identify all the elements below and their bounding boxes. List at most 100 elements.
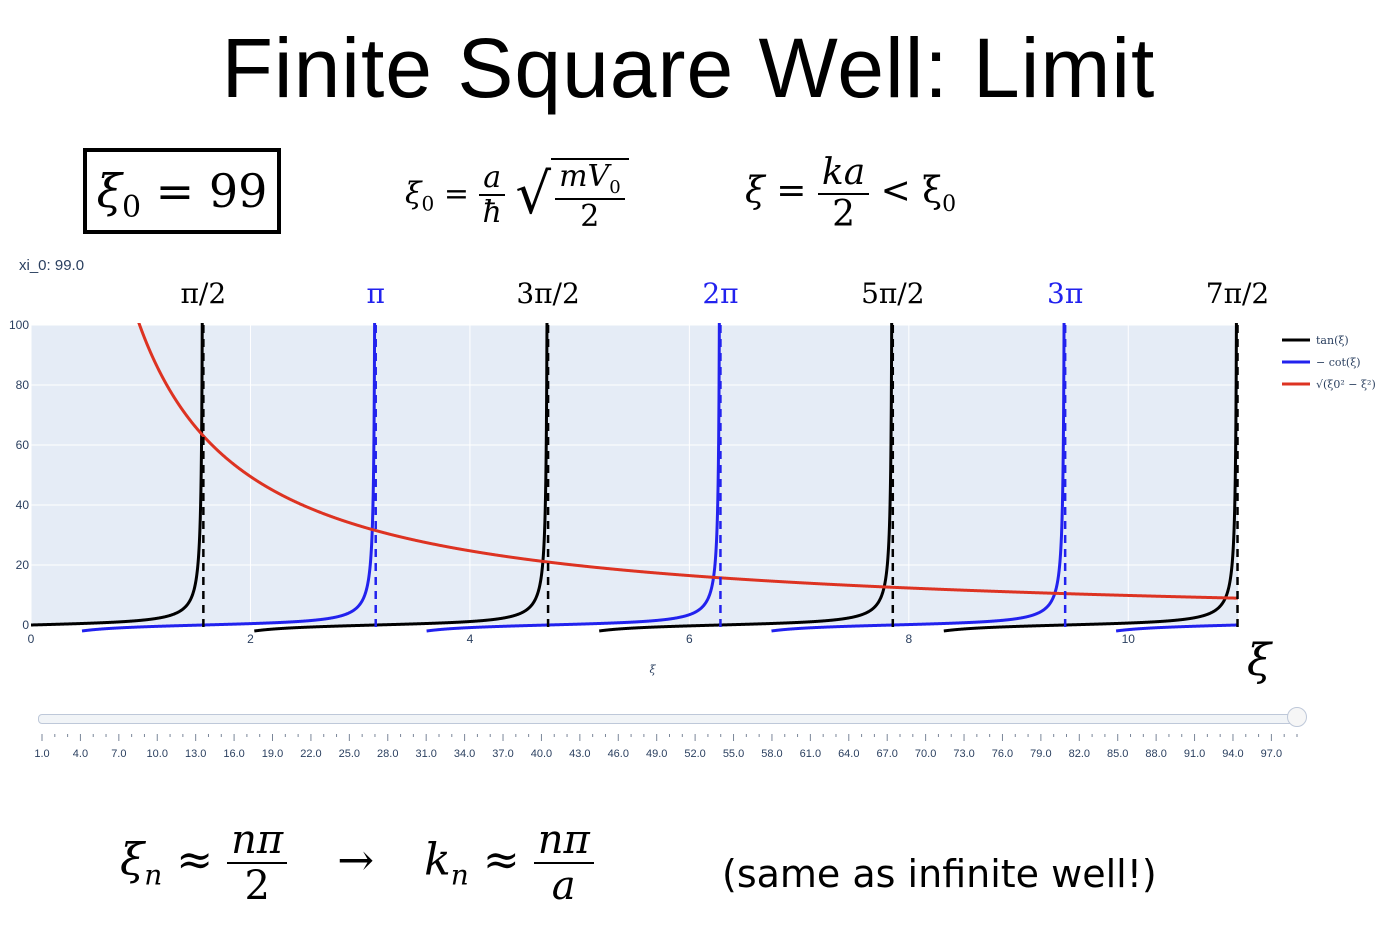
eq1-lhs: ξ <box>405 176 422 212</box>
top-label: π <box>367 277 385 310</box>
frac1-num: nπ <box>227 818 288 864</box>
slider-tick-label: 85.0 <box>1107 748 1128 760</box>
slider-tick-label: 25.0 <box>339 748 360 760</box>
eq1-sqrt-num: mV <box>559 159 610 194</box>
slider-tick-label: 52.0 <box>684 748 705 760</box>
frac-npi-a: nπ a <box>533 818 594 909</box>
x-axis-big-label: ξ <box>1247 635 1274 686</box>
x-tick-label: 4 <box>467 632 474 646</box>
xi0-slider-handle[interactable] <box>1287 707 1307 727</box>
plot-background <box>31 325 1238 625</box>
approx-2: ≈ <box>482 834 520 886</box>
slider-tick-label: 34.0 <box>454 748 475 760</box>
x-tick-label: 10 <box>1122 632 1136 646</box>
slider-tick-label: 19.0 <box>262 748 283 760</box>
eq1-sqrt-num-sub: 0 <box>609 177 621 198</box>
slider-ticks: 1.0 4.0 7.0 10.0 13.0 16.0 19.0 22.0 25.0 28.0 31.… <box>34 734 1298 760</box>
x-tick-label: 8 <box>905 632 912 646</box>
slider-tick-label: 76.0 <box>992 748 1013 760</box>
xi0-value-box: ξ0 = 99 <box>83 148 281 234</box>
note-text: (same as infinite well!) <box>722 852 1157 896</box>
slider-tick-label: 70.0 <box>915 748 936 760</box>
eq1-lhs-sub: 0 <box>421 191 435 216</box>
eq1-frac-num: a <box>479 161 506 197</box>
slider-tick-label: 97.0 <box>1261 748 1282 760</box>
slider-tick-label: 13.0 <box>185 748 206 760</box>
slider-current-value-label: xi_0: 99.0 <box>19 257 85 274</box>
top-label: π/2 <box>181 277 227 310</box>
frac2-num: nπ <box>533 818 594 864</box>
series-line-negcot <box>81 323 1238 633</box>
page-title: Finite Square Well: Limit <box>221 21 1156 115</box>
asymptote-lines <box>202 325 1239 629</box>
y-tick-label: 20 <box>16 558 30 572</box>
kn-sub: n <box>450 858 469 892</box>
frac1-den: 2 <box>244 863 270 909</box>
eq1-sqrt: √ mV0 2 <box>515 158 629 233</box>
xin-symbol: ξ <box>120 834 145 886</box>
top-label: 3π/2 <box>516 277 579 310</box>
eq2-lhs: ξ <box>745 170 765 212</box>
grid-lines <box>30 324 1238 626</box>
frac2-den: a <box>551 863 576 909</box>
series-line-sqrt <box>137 323 1238 600</box>
top-pi-labels: π/2 π 3π/2 2π 5π/2 3π 7π/2 <box>181 277 1270 310</box>
y-tick-label: 80 <box>16 378 30 392</box>
eq1-frac-den: ħ <box>482 195 502 231</box>
y-tick-label: 100 <box>9 318 29 332</box>
slider-tick-label: 49.0 <box>646 748 667 760</box>
slider-tick-label: 67.0 <box>876 748 897 760</box>
legend-label: √(ξ0² − ξ²) <box>1316 378 1376 391</box>
slider-tick-label: 10.0 <box>147 748 168 760</box>
slider-tick-label: 61.0 <box>800 748 821 760</box>
top-label: 2π <box>702 277 738 310</box>
sqrt-sign: √ <box>515 162 552 228</box>
slider-tick-label: 43.0 <box>569 748 590 760</box>
slider-tick-label: 7.0 <box>111 748 126 760</box>
top-label: 3π <box>1047 277 1083 310</box>
x-tick-label: 6 <box>686 632 693 646</box>
x-tick-label: 2 <box>247 632 254 646</box>
eq1-sqrt-fraction: mV0 2 <box>555 160 625 233</box>
slider-tick-label: 58.0 <box>761 748 782 760</box>
slider-tick-label: 64.0 <box>838 748 859 760</box>
curves <box>31 323 1238 633</box>
legend-label: tan(ξ) <box>1316 334 1349 347</box>
eq2-fraction: ka 2 <box>817 153 870 234</box>
xi-subscript: 0 <box>121 190 142 226</box>
xi0-slider-track[interactable] <box>38 714 1302 724</box>
slider-tick-label: 1.0 <box>34 748 49 760</box>
plot-background-group <box>31 325 1238 625</box>
xi0-value: = 99 <box>155 164 268 218</box>
kn-symbol: k <box>424 834 451 886</box>
slider-tick-label: 37.0 <box>492 748 513 760</box>
approx-1: ≈ <box>176 834 214 886</box>
y-tick-label: 60 <box>16 438 30 452</box>
xi-definition-equation: ξ = ka 2 < ξ0 <box>745 153 956 234</box>
slider-tick-label: 82.0 <box>1069 748 1090 760</box>
eq1-sqrt-den: 2 <box>580 198 600 234</box>
arrow: → <box>337 834 375 886</box>
legend-label: − cot(ξ) <box>1316 356 1361 369</box>
legend[interactable]: tan(ξ) − cot(ξ) √(ξ0² − ξ²) <box>1282 334 1376 391</box>
slider-tick-label: 31.0 <box>415 748 436 760</box>
xin-sub: n <box>144 858 163 892</box>
eq1-equals: = <box>443 176 469 212</box>
limit-equation: ξn ≈ nπ 2 → kn ≈ nπ a <box>120 818 594 908</box>
slider-tick-label: 88.0 <box>1145 748 1166 760</box>
eq2-frac-num: ka <box>817 153 870 195</box>
slider-tick-label: 28.0 <box>377 748 398 760</box>
slider-tick-label: 94.0 <box>1222 748 1243 760</box>
slider-tick-label: 16.0 <box>223 748 244 760</box>
x-axis-label: ξ <box>649 663 656 676</box>
eq2-equals: = <box>776 170 807 212</box>
frac-npi-2: nπ 2 <box>227 818 288 909</box>
slider-tick-label: 46.0 <box>608 748 629 760</box>
xi0-definition-equation: ξ0 = a ħ √ mV0 2 <box>405 158 629 233</box>
slider-tick-label: 22.0 <box>300 748 321 760</box>
x-tick-label: 0 <box>28 632 35 646</box>
slider-tick-label: 40.0 <box>531 748 552 760</box>
eq2-tail-sub: 0 <box>942 191 957 217</box>
eq2-tail: < ξ <box>880 170 943 212</box>
